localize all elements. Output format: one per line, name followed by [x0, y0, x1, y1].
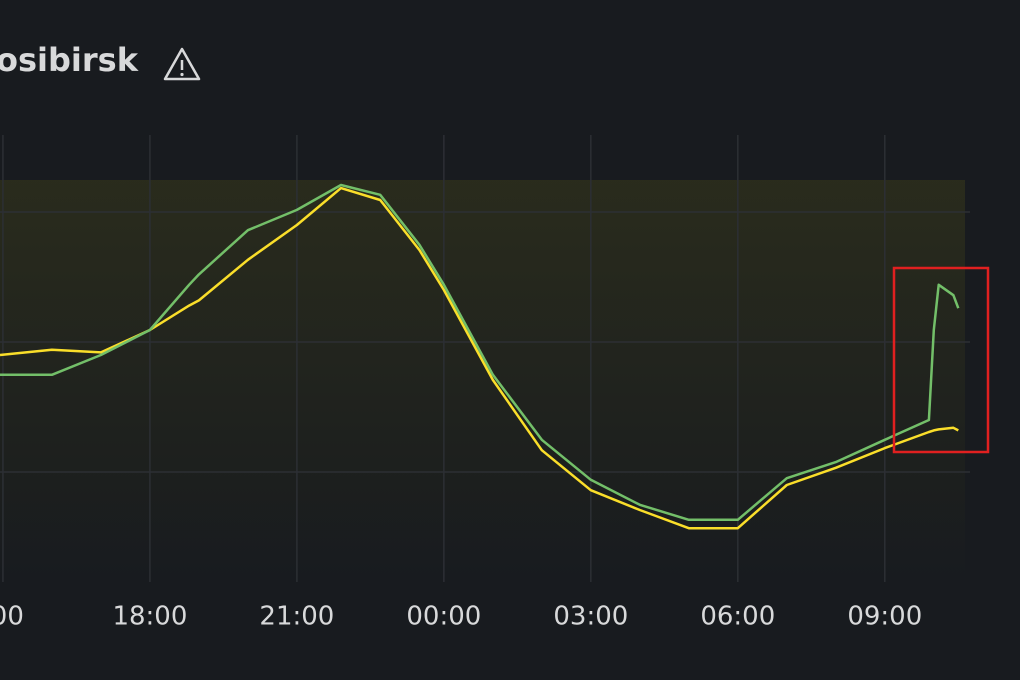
x-tick-label: 06:00 [700, 602, 775, 632]
panel-title: osibirsk [0, 41, 139, 79]
x-tick-label: 03:00 [553, 602, 628, 632]
highlight-box [892, 266, 990, 454]
x-tick-label: 00:00 [406, 602, 481, 632]
area-shade [0, 180, 965, 580]
x-tick-label: :00 [0, 602, 24, 632]
x-tick-label: 18:00 [112, 602, 187, 632]
x-tick-label: 21:00 [259, 602, 334, 632]
warning-icon[interactable] [163, 47, 201, 81]
series-line [0, 186, 959, 530]
series-line [0, 183, 960, 522]
x-tick-label: 09:00 [847, 602, 922, 632]
